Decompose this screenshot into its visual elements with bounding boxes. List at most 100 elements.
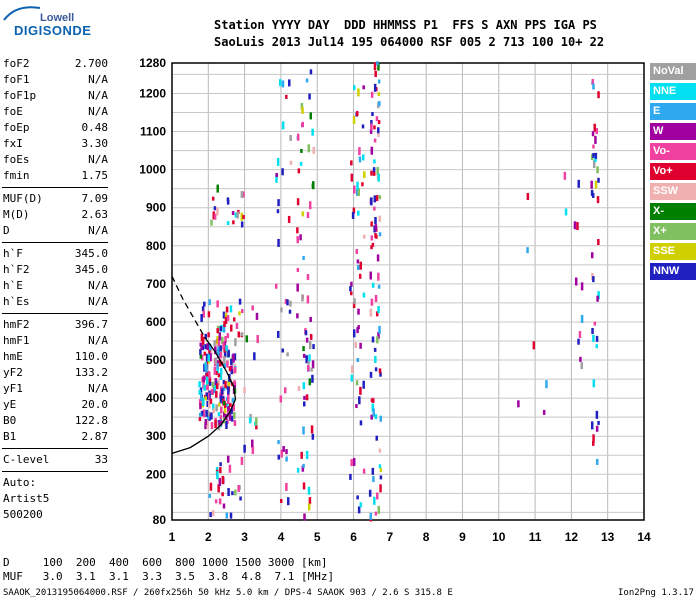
param-value: N/A xyxy=(88,334,108,347)
echo-point xyxy=(213,206,217,211)
echo-point xyxy=(255,417,258,426)
legend-item: SSW xyxy=(650,183,696,200)
echo-point xyxy=(351,211,355,219)
echo-point xyxy=(354,341,357,348)
echo-point xyxy=(217,412,221,417)
echo-point xyxy=(375,116,379,122)
echo-point xyxy=(378,368,382,374)
echo-point xyxy=(215,342,219,347)
echo-point xyxy=(203,301,206,307)
x-tick-label: 13 xyxy=(601,530,615,544)
echo-point xyxy=(200,392,203,401)
echo-point xyxy=(373,138,377,143)
echo-point xyxy=(208,381,212,386)
echo-point xyxy=(204,419,208,426)
echo-point xyxy=(296,227,299,234)
echo-point xyxy=(232,220,235,225)
echo-point xyxy=(592,144,595,149)
echo-point xyxy=(296,313,299,319)
echo-point xyxy=(222,380,226,388)
echo-point xyxy=(362,85,365,90)
echo-point xyxy=(215,380,219,385)
param-name: fmin xyxy=(3,169,30,182)
echo-point xyxy=(206,343,209,351)
echo-point xyxy=(374,511,378,516)
echo-point xyxy=(233,388,237,394)
param-row: fmin 1.75 xyxy=(3,169,108,183)
echo-point xyxy=(228,402,232,407)
param-value: N/A xyxy=(88,153,108,166)
echo-point xyxy=(377,127,380,134)
echo-point xyxy=(233,411,236,419)
echo-point xyxy=(307,360,310,365)
param-row: foEs N/A xyxy=(3,153,108,167)
echo-point xyxy=(225,420,228,429)
echo-point xyxy=(595,128,599,135)
param-row: foF1 N/A xyxy=(3,73,108,87)
echo-point xyxy=(251,439,254,448)
echo-point xyxy=(220,406,223,414)
echo-point xyxy=(311,374,314,383)
echo-point xyxy=(355,380,359,386)
echo-point xyxy=(297,385,301,391)
echo-point xyxy=(226,403,229,408)
echo-point xyxy=(211,510,215,517)
echo-point xyxy=(200,410,204,416)
echo-point xyxy=(215,370,218,375)
param-row: h`Es N/A xyxy=(3,295,108,309)
param-value: 396.7 xyxy=(74,318,108,331)
echo-point xyxy=(308,341,312,350)
param-name: MUF(D) xyxy=(3,192,43,205)
echo-point xyxy=(579,356,582,362)
echo-point xyxy=(198,417,202,422)
echo-point xyxy=(208,400,211,409)
echo-point xyxy=(563,171,567,180)
echo-point xyxy=(372,171,376,176)
echo-point xyxy=(359,342,362,349)
echo-point xyxy=(201,345,205,351)
echo-point xyxy=(205,409,208,417)
echo-point xyxy=(227,386,230,395)
echo-point xyxy=(223,321,226,328)
echo-point xyxy=(199,387,203,393)
echo-point xyxy=(357,187,360,196)
echo-point xyxy=(297,168,301,174)
echo-point xyxy=(216,328,219,334)
echo-point xyxy=(213,340,216,347)
echo-point xyxy=(363,234,366,239)
echo-point xyxy=(377,272,380,281)
echo-point xyxy=(199,348,202,355)
echo-point xyxy=(253,352,256,361)
param-value: 3.30 xyxy=(81,137,109,150)
y-tick-label: 600 xyxy=(146,315,166,329)
echo-point xyxy=(352,329,356,338)
x-tick-label: 5 xyxy=(314,530,321,544)
echo-point xyxy=(359,502,363,508)
echo-point xyxy=(216,349,220,357)
digisonde-logo-arc-icon xyxy=(2,2,42,26)
param-name: B0 xyxy=(3,414,17,427)
echo-point xyxy=(240,191,244,199)
y-tick-label: 1100 xyxy=(140,125,166,139)
echo-point xyxy=(377,284,381,289)
echo-point xyxy=(226,360,229,368)
echo-point xyxy=(369,271,373,280)
param-name: h`F2 xyxy=(3,263,30,276)
echo-point xyxy=(207,354,210,362)
echo-point xyxy=(310,425,314,434)
echo-point xyxy=(378,215,382,222)
echo-point xyxy=(306,274,310,281)
echo-point xyxy=(304,330,308,336)
echo-point xyxy=(202,409,206,418)
echo-point xyxy=(591,78,595,85)
echo-point xyxy=(278,79,282,87)
echo-point xyxy=(226,455,230,463)
echo-point xyxy=(279,395,283,403)
param-row: yF2 133.2 xyxy=(3,366,108,380)
echo-point xyxy=(208,348,211,353)
echo-point xyxy=(594,152,598,159)
echo-point xyxy=(596,458,599,465)
echo-point xyxy=(237,484,240,492)
echo-point xyxy=(230,369,234,375)
echo-point xyxy=(378,325,381,334)
